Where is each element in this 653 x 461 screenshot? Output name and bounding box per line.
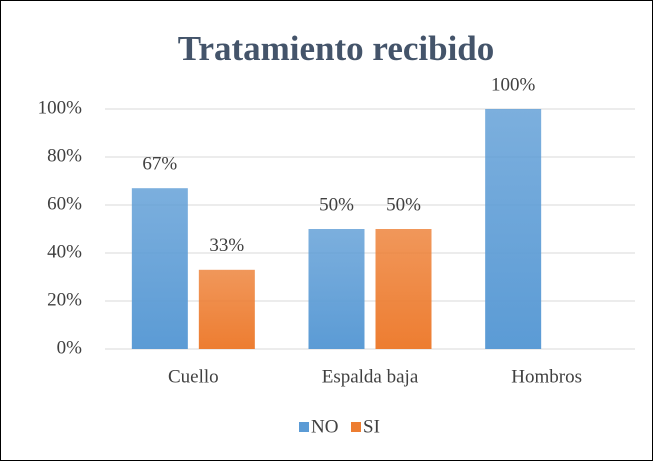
data-label: 33% xyxy=(209,235,244,256)
bar xyxy=(375,229,432,349)
x-tick-label: Cuello xyxy=(168,366,219,387)
legend-label: NO xyxy=(311,416,338,437)
y-tick-label: 20% xyxy=(47,289,82,310)
bar xyxy=(485,109,542,349)
legend-swatch xyxy=(299,422,309,432)
legend-label: SI xyxy=(363,416,380,437)
data-label: 50% xyxy=(319,194,354,215)
y-tick-label: 60% xyxy=(47,193,82,214)
data-label: 100% xyxy=(491,74,536,95)
chart-title: Tratamiento recibido xyxy=(178,29,495,68)
y-tick-label: 0% xyxy=(57,337,83,358)
data-label: 50% xyxy=(386,194,421,215)
y-tick-label: 100% xyxy=(38,97,83,118)
data-label: 67% xyxy=(142,154,177,175)
bar xyxy=(131,188,188,349)
bar xyxy=(308,229,365,349)
x-tick-label: Hombros xyxy=(511,366,582,387)
x-tick-label: Espalda baja xyxy=(322,366,419,387)
bar xyxy=(198,269,255,349)
y-tick-label: 80% xyxy=(47,145,82,166)
legend-swatch xyxy=(351,422,361,432)
y-tick-label: 40% xyxy=(47,241,82,262)
